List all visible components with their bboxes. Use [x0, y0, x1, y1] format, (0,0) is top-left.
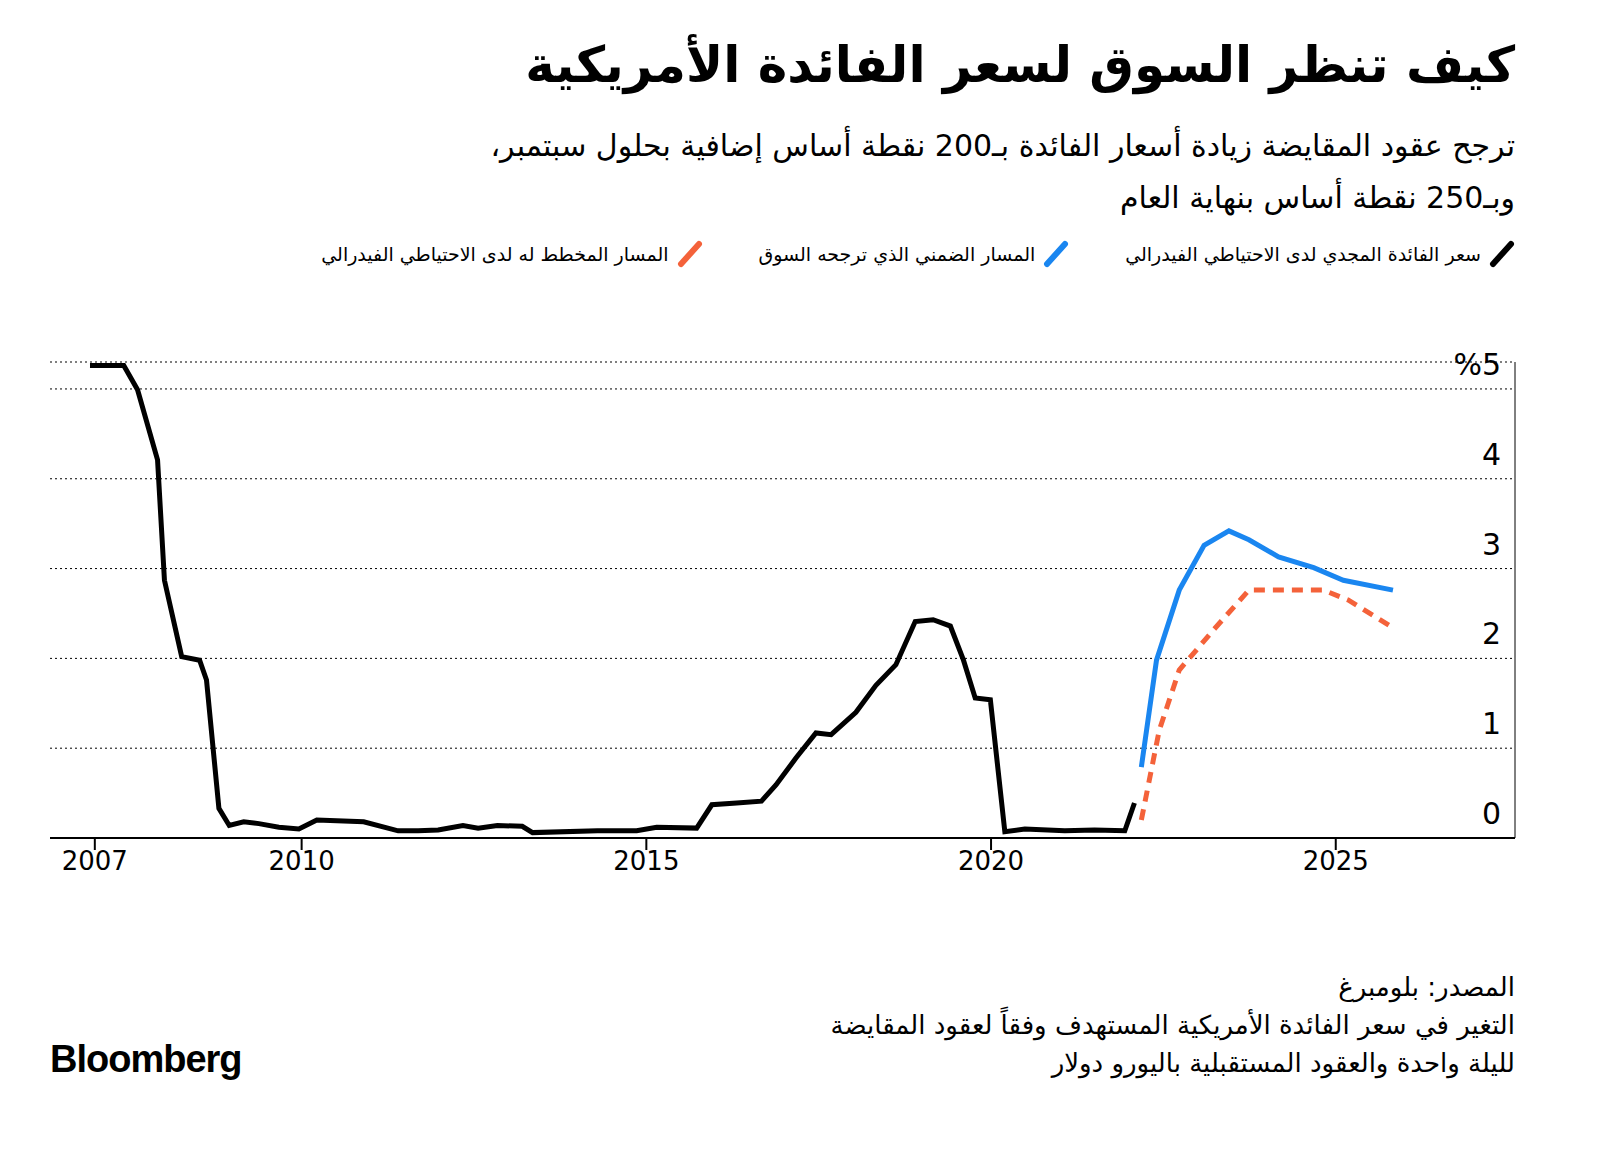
svg-text:4: 4	[1482, 437, 1501, 472]
html-text:ترجح عقود المقايضة زيادة أسعار: ترجح عقود المقايضة زيادة أسعار الفائدة ب…	[490, 128, 1515, 163]
svg-text:3: 3	[1482, 527, 1501, 562]
html-text:وبـ250 نقطة أساس بنهاية العام: وبـ250 نقطة أساس بنهاية العام	[1120, 180, 1515, 215]
html-text:سعر الفائدة المجدي لدى الاحتيا: سعر الفائدة المجدي لدى الاحتياطي الفيدرا…	[1125, 243, 1481, 265]
svg-text:1: 1	[1482, 706, 1501, 741]
html-text:المسار المخطط له لدى الاحتياطي: المسار المخطط له لدى الاحتياطي الفيدرالي	[321, 243, 669, 265]
svg-text:0: 0	[1482, 796, 1501, 831]
svg-text:2025: 2025	[1303, 846, 1369, 876]
html-text:المسار الضمني الذي ترجحه السوق: المسار الضمني الذي ترجحه السوق	[758, 243, 1036, 265]
svg-text:2015: 2015	[613, 846, 679, 876]
svg-text:2: 2	[1482, 616, 1501, 651]
svg-text:%5: %5	[1453, 347, 1501, 382]
html-text:لليلة واحدة والعقود المستقبلية: لليلة واحدة والعقود المستقبلية باليورو د…	[1051, 1048, 1515, 1078]
svg-text:2010: 2010	[269, 846, 335, 876]
html-text:التغير في سعر الفائدة الأمريكي: التغير في سعر الفائدة الأمريكية المستهدف…	[830, 1010, 1515, 1040]
html-text:Bloomberg: Bloomberg	[50, 1038, 242, 1080]
html-text:كيف تنظر السوق لسعر الفائدة ال: كيف تنظر السوق لسعر الفائدة الأمريكية	[525, 36, 1515, 94]
svg-text:2007: 2007	[62, 846, 128, 876]
html-text:المصدر: بلومبرغ: المصدر: بلومبرغ	[1338, 972, 1515, 1002]
svg-text:2020: 2020	[958, 846, 1024, 876]
